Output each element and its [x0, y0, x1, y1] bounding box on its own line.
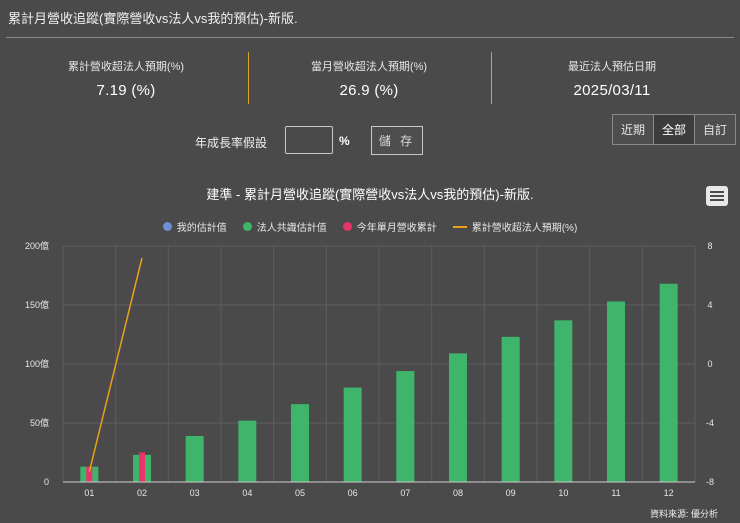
stat-cumulative-beat-value: 7.19 (%): [96, 82, 156, 99]
legend-item-actual[interactable]: 今年單月營收累計: [342, 219, 437, 234]
stat-monthly-beat-label: 當月營收超法人預期(%): [310, 61, 428, 73]
stat-latest-estimate-date: 最近法人預估日期 2025/03/11: [492, 52, 732, 99]
y-right-tick-label: 0: [707, 359, 712, 369]
actual-bar: [139, 452, 145, 482]
range-toggle-group: 近期 全部 自訂: [612, 114, 736, 145]
consensus-bar: [238, 420, 257, 482]
legend-consensus-label: 法人共識估計值: [256, 223, 327, 234]
consensus-bar: [449, 353, 467, 482]
save-button[interactable]: 儲 存: [371, 126, 423, 155]
legend-my-estimate-dot: [162, 222, 172, 231]
x-tick-label: 05: [295, 488, 305, 498]
actual-bar: [86, 466, 93, 482]
legend-beat-line-swatch: [452, 225, 467, 228]
data-source: 資料來源: 優分析: [650, 509, 719, 519]
x-tick-label: 09: [506, 488, 516, 498]
growth-rate-label: 年成長率假設: [195, 136, 268, 150]
chart-menu-icon[interactable]: [706, 186, 728, 206]
x-tick-label: 11: [611, 488, 620, 498]
consensus-bar: [396, 371, 415, 482]
legend-item-beat-line[interactable]: 累計營收超法人預期(%): [452, 219, 578, 234]
stat-cumulative-beat-label: 累計營收超法人預期(%): [67, 61, 185, 73]
consensus-bar: [607, 301, 625, 482]
x-tick-label: 04: [242, 488, 252, 498]
growth-rate-input[interactable]: [285, 126, 333, 154]
x-tick-label: 08: [453, 488, 463, 498]
y-left-tick-label: 50億: [30, 417, 49, 428]
range-recent-button[interactable]: 近期: [613, 115, 653, 144]
legend-actual-dot: [342, 222, 352, 231]
x-tick-label: 07: [400, 488, 410, 498]
x-tick-label: 02: [137, 488, 147, 498]
growth-rate-unit: %: [339, 134, 350, 148]
growth-assumption-row: 年成長率假設 % 儲 存: [0, 126, 740, 158]
range-custom-button[interactable]: 自訂: [694, 115, 735, 144]
y-left-tick-label: 200億: [25, 240, 49, 251]
consensus-bar: [659, 283, 678, 482]
consensus-bar: [185, 435, 204, 482]
legend-actual-label: 今年單月營收累計: [356, 223, 437, 234]
stat-divider: [491, 52, 492, 104]
chart-legend: 我的估計值 法人共識估計值 今年單月營收累計 累計營收超法人預期(%): [0, 219, 740, 234]
x-tick-label: 10: [558, 488, 568, 498]
stat-cumulative-beat: 累計營收超法人預期(%) 7.19 (%): [6, 52, 246, 99]
legend-consensus-dot: [242, 222, 252, 231]
x-tick-label: 12: [664, 488, 674, 498]
stat-monthly-beat-value: 26.9 (%): [339, 82, 399, 99]
page-title: 累計月營收追蹤(實際營收vs法人vs我的預估)-新版.: [8, 11, 298, 26]
y-left-tick-label: 150億: [25, 299, 49, 310]
consensus-bar: [291, 404, 309, 482]
beat-line-series: [88, 257, 143, 472]
consensus-bar: [554, 320, 573, 482]
stat-monthly-beat: 當月營收超法人預期(%) 26.9 (%): [249, 52, 489, 99]
stat-latest-estimate-date-value: 2025/03/11: [573, 82, 651, 99]
legend-my-estimate-label: 我的估計值: [176, 223, 227, 234]
x-tick-label: 01: [84, 488, 94, 498]
y-right-tick-label: 8: [707, 241, 712, 251]
y-left-tick-label: 0: [44, 477, 49, 487]
title-divider: [6, 37, 734, 38]
stat-divider: [248, 52, 249, 104]
consensus-bar: [343, 387, 362, 482]
stat-latest-estimate-date-label: 最近法人預估日期: [568, 61, 656, 73]
y-right-tick-label: -4: [706, 418, 714, 428]
legend-beat-line-label: 累計營收超法人預期(%): [471, 223, 578, 234]
consensus-bar: [501, 336, 520, 482]
legend-item-consensus[interactable]: 法人共識估計值: [242, 219, 327, 234]
x-tick-label: 06: [348, 488, 358, 498]
y-left-tick-label: 100億: [25, 358, 49, 369]
chart-title: 建準 - 累計月營收追蹤(實際營收vs法人vs我的預估)-新版.: [206, 187, 534, 202]
y-right-tick-label: 4: [707, 300, 712, 310]
legend-item-my-estimate[interactable]: 我的估計值: [162, 219, 227, 234]
y-right-tick-label: -8: [706, 477, 714, 487]
range-all-button[interactable]: 全部: [653, 115, 694, 144]
x-tick-label: 03: [190, 488, 200, 498]
